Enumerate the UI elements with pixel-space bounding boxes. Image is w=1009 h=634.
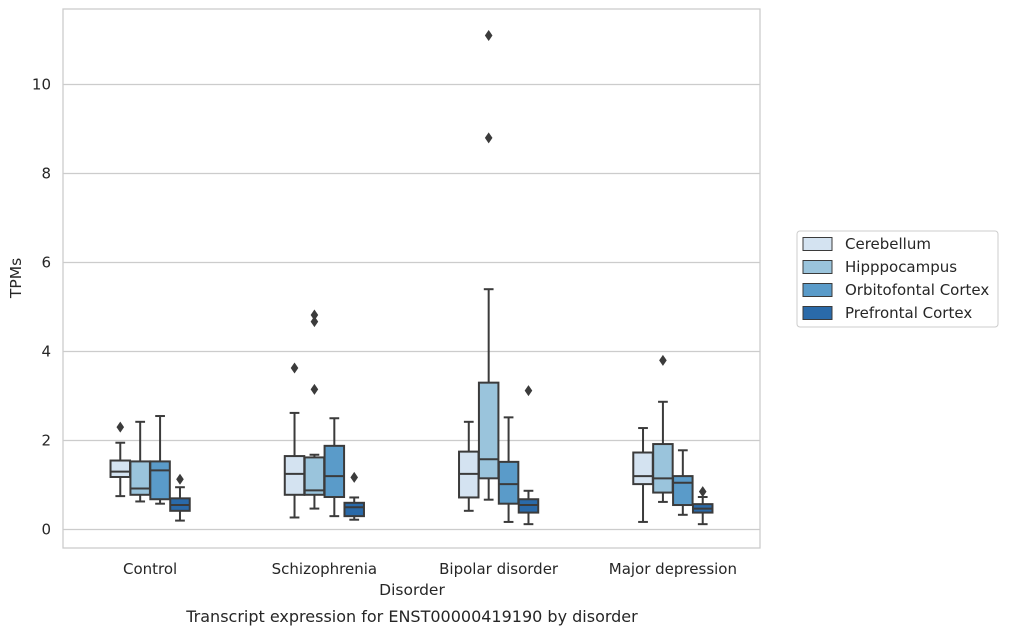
box-plot-group (109, 421, 132, 498)
x-tick-label: Schizophrenia (272, 560, 377, 578)
outlier-point (310, 383, 319, 395)
y-tick-label: 6 (41, 254, 51, 272)
outlier-point (484, 30, 493, 42)
legend-swatch (802, 260, 833, 274)
y-tick-label: 4 (41, 343, 51, 361)
x-tick-label: Major depression (609, 560, 737, 578)
y-tick-label: 2 (41, 432, 51, 450)
legend: Cerebellum Hipppocampus Orbitofontal Corte… (796, 230, 999, 328)
outlier-point (659, 354, 667, 366)
box-plot-group (652, 354, 674, 503)
outlier-point (290, 362, 299, 374)
box-plot-group (343, 471, 365, 521)
outlier-point (524, 385, 533, 397)
box-plot-group (323, 417, 346, 518)
box (672, 475, 694, 507)
box (652, 443, 674, 494)
box (477, 381, 500, 480)
x-tick-label: Bipolar disorder (439, 560, 559, 578)
box-plot-group (691, 486, 714, 526)
box-plot-group (497, 416, 520, 523)
box-plot-group (129, 420, 151, 503)
box (632, 451, 654, 486)
outlier-point (310, 309, 319, 321)
y-tick-label: 0 (41, 521, 51, 539)
legend-item: Orbitofontal Cortex (802, 281, 989, 299)
chart-caption: Transcript expression for ENST0000041919… (185, 607, 638, 626)
legend-label: Hipppocampus (845, 258, 957, 276)
box-plot-group (169, 473, 191, 522)
y-axis-label: TPMs (7, 258, 25, 299)
outlier-point (484, 132, 493, 144)
x-tick-labels: Control Schizophrenia Bipolar disorder Majo… (123, 560, 737, 578)
boxes (109, 30, 714, 526)
box (109, 459, 132, 478)
legend-label: Cerebellum (845, 235, 931, 253)
box-plot-group (477, 30, 500, 501)
outlier-point (116, 421, 125, 433)
box (303, 456, 326, 496)
box-plot-group (458, 420, 480, 512)
gridlines (63, 83, 760, 531)
legend-item: Hipppocampus (802, 258, 957, 276)
x-tick-label: Control (123, 560, 177, 578)
box-plot-group (283, 362, 306, 519)
plot-frame (62, 8, 761, 549)
box (283, 455, 306, 496)
legend-swatch (802, 306, 833, 320)
box-plot-group (149, 415, 171, 505)
box (497, 460, 520, 505)
legend-label: Prefrontal Cortex (845, 304, 972, 322)
box (149, 460, 171, 501)
box-plot-group (517, 385, 540, 526)
outlier-point (310, 316, 319, 328)
x-axis-label: Disorder (379, 581, 445, 599)
box-plot-group (632, 427, 654, 523)
y-tick-labels: 0 2 4 6 8 10 (32, 76, 51, 539)
legend-label: Orbitofontal Cortex (845, 281, 989, 299)
legend-swatch (802, 237, 833, 251)
box (129, 460, 151, 496)
y-tick-label: 8 (41, 165, 51, 183)
outlier-point (176, 473, 184, 485)
outlier-point (698, 486, 707, 498)
outlier-point (350, 471, 359, 483)
box-plot-group (672, 449, 694, 516)
box (343, 501, 365, 518)
y-tick-label: 10 (32, 76, 51, 94)
box (323, 444, 346, 499)
legend-frame (796, 230, 999, 328)
legend-item: Cerebellum (802, 235, 931, 253)
legend-item: Prefrontal Cortex (802, 304, 972, 322)
box-plot-group (303, 309, 326, 510)
legend-swatch (802, 283, 833, 297)
